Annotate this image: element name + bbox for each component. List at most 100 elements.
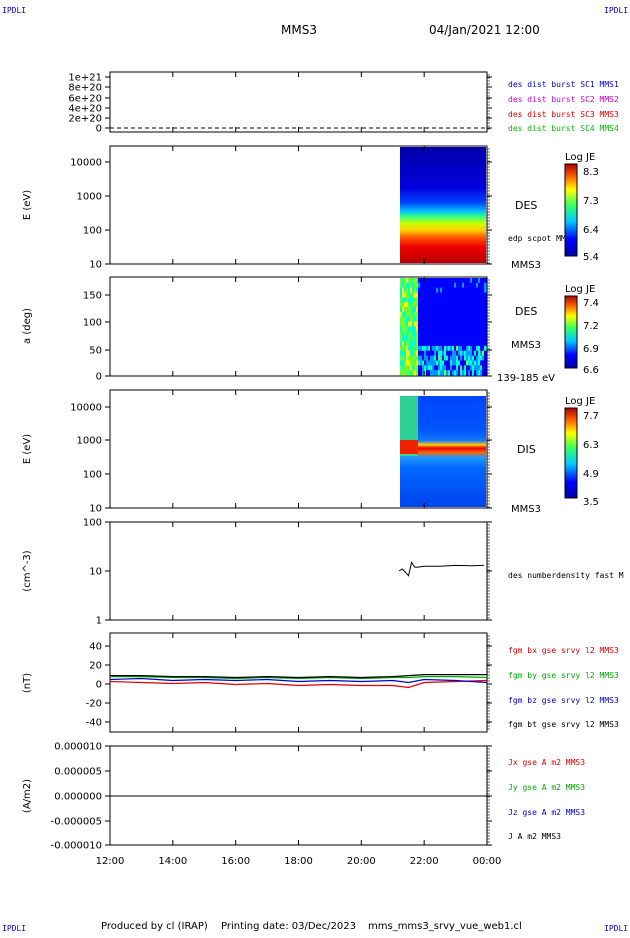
pitch-cell xyxy=(468,370,471,376)
pitch-cell xyxy=(462,307,465,313)
pitch-cell xyxy=(466,326,469,332)
pitch-cell xyxy=(450,350,453,357)
pitch-cell xyxy=(450,326,453,332)
pitch-cell xyxy=(436,287,439,294)
pitch-cell xyxy=(458,360,461,366)
pitch-cell xyxy=(442,297,445,303)
pitch-cell xyxy=(480,331,483,337)
pitch-cell xyxy=(434,307,437,313)
pitch-cell xyxy=(436,307,439,313)
pitch-cell xyxy=(468,355,471,362)
pitch-cell xyxy=(410,278,413,284)
pitch-cell xyxy=(436,370,439,376)
pitch-cell xyxy=(470,287,473,294)
pitch-cell xyxy=(400,355,403,362)
pitch-cell xyxy=(440,316,443,323)
pitch-cell xyxy=(400,365,403,371)
pitch-cell xyxy=(414,307,417,313)
pitch-cell xyxy=(474,336,477,342)
pitch-cell xyxy=(406,321,409,328)
pitch-cell xyxy=(426,321,429,328)
pitch-cell xyxy=(414,278,417,284)
pitch-cell xyxy=(448,292,451,298)
pitch-cell xyxy=(464,307,467,313)
pitch-cell xyxy=(428,365,431,371)
pitch-cell xyxy=(482,326,485,332)
pitch-cell xyxy=(456,341,459,347)
pitch-cell xyxy=(402,341,405,347)
pitch-cell xyxy=(452,287,455,294)
pitch-cell xyxy=(428,307,431,313)
pitch-cell xyxy=(436,282,439,289)
pitch-cell xyxy=(468,365,471,371)
pitch-cell xyxy=(460,336,463,342)
ytick-label: -0.000010 xyxy=(51,841,102,852)
pitch-cell xyxy=(482,307,485,313)
pitch-cell xyxy=(410,282,413,289)
pitch-cell xyxy=(448,336,451,342)
pitch-cell xyxy=(430,307,433,313)
pitch-cell xyxy=(458,331,461,337)
pitch-cell xyxy=(404,336,407,342)
pitch-cell xyxy=(458,370,461,376)
pitch-cell xyxy=(400,370,403,376)
pitch-cell xyxy=(456,307,459,313)
pitch-cell xyxy=(434,287,437,294)
pitch-cell xyxy=(400,321,403,328)
ylabel-fgm: (nT) xyxy=(22,673,33,693)
pitch-cell xyxy=(452,321,455,328)
pitch-cell xyxy=(454,326,457,332)
ytick-label: -0.000005 xyxy=(51,817,102,828)
pitch-cell xyxy=(442,282,445,289)
pitch-cell xyxy=(444,355,447,362)
pitch-cell xyxy=(440,292,443,298)
pitch-cell xyxy=(426,341,429,347)
pitch-cell xyxy=(480,282,483,289)
pitch-cell xyxy=(416,302,419,308)
pitch-cell xyxy=(432,311,435,318)
pitch-cell xyxy=(436,331,439,337)
pitch-cell xyxy=(468,350,471,357)
pitch-cell xyxy=(426,316,429,323)
pitch-cell xyxy=(424,282,427,289)
pitch-cell xyxy=(442,326,445,332)
pitch-cell xyxy=(460,345,463,352)
pitch-cell xyxy=(416,341,419,347)
pitch-cell xyxy=(456,297,459,303)
pitch-cell xyxy=(436,297,439,303)
pitch-cell xyxy=(438,278,441,284)
pitch-cell xyxy=(460,297,463,303)
pitch-cell xyxy=(426,278,429,284)
pitch-cell xyxy=(462,321,465,328)
pitch-cell xyxy=(480,336,483,342)
pitch-cell xyxy=(472,350,475,357)
pitch-cell xyxy=(432,360,435,366)
pitch-cell xyxy=(452,336,455,342)
pitch-cell xyxy=(414,365,417,371)
pitch-cell xyxy=(410,331,413,337)
pitch-cell xyxy=(440,345,443,352)
pitch-cell xyxy=(476,350,479,357)
pitch-cell xyxy=(442,341,445,347)
label-des-pitch: DES xyxy=(515,305,537,318)
pitch-cell xyxy=(420,316,423,323)
legend-jy: Jy gse A m2 MMS3 xyxy=(508,783,585,792)
pitch-cell xyxy=(472,292,475,298)
pitch-cell xyxy=(452,311,455,318)
pitch-cell xyxy=(420,321,423,328)
pitch-cell xyxy=(458,307,461,313)
pitch-cell xyxy=(480,302,483,308)
pitch-cell xyxy=(414,345,417,352)
pitch-cell xyxy=(408,282,411,289)
pitch-cell xyxy=(414,321,417,328)
pitch-cell xyxy=(472,345,475,352)
pitch-cell xyxy=(482,331,485,337)
pitch-cell xyxy=(402,292,405,298)
pitch-cell xyxy=(422,316,425,323)
pitch-cell xyxy=(400,297,403,303)
pitch-cell xyxy=(474,345,477,352)
pitch-cell xyxy=(410,355,413,362)
pitch-cell xyxy=(484,355,487,362)
pitch-cell xyxy=(434,282,437,289)
pitch-cell xyxy=(482,360,485,366)
